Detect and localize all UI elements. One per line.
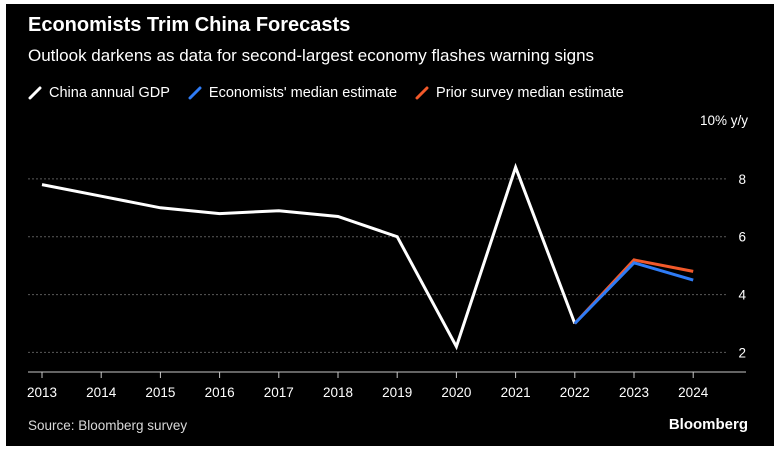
y-axis-label: 10% y/y [700,113,748,128]
x-tick-label: 2013 [27,385,57,400]
x-tick-label: 2019 [382,385,412,400]
x-tick-label: 2014 [86,385,117,400]
legend-swatch-median [188,86,202,100]
legend-item-prior: Prior survey median estimate [415,85,624,101]
x-tick-label: 2015 [145,385,175,400]
legend-swatch-gdp [28,86,42,100]
y-tick-label: 6 [738,230,746,245]
legend: China annual GDP Economists' median esti… [28,82,624,104]
chart-title: Economists Trim China Forecasts [28,14,351,36]
x-tick-label: 2022 [560,385,590,400]
x-tick-label: 2018 [323,385,353,400]
series-line-prior-survey-median-estimate [573,258,694,325]
series-line-china-annual-gdp [41,162,577,351]
x-tick-label: 2021 [501,385,531,400]
legend-label-gdp: China annual GDP [49,85,170,101]
x-tick-label: 2020 [441,385,471,400]
legend-label-prior: Prior survey median estimate [436,85,624,101]
legend-item-median: Economists' median estimate [188,85,397,101]
y-tick-label: 8 [738,172,746,187]
series-line-economists-median-estimate [573,261,694,325]
legend-item-gdp: China annual GDP [28,85,170,101]
line-chart: 2 4 6 8 10% y/y 2013 2014 2015 2016 2017 2018 2019 2… [27,113,748,400]
legend-label-median: Economists' median estimate [208,85,398,101]
x-tick-label: 2017 [264,385,294,400]
source-note: Source: Bloomberg survey [28,418,188,433]
chart-frame: Economists Trim China Forecasts Outlook … [6,4,774,446]
brand-logo: Bloomberg [668,416,748,433]
legend-swatch-prior [415,86,429,100]
chart-subtitle: Outlook darkens as data for second-large… [28,46,595,65]
x-tick-label: 2016 [205,385,235,400]
x-tick-label: 2023 [619,385,649,400]
x-tick-label: 2024 [678,385,709,400]
y-tick-label: 4 [738,288,746,303]
y-tick-label: 2 [738,345,746,360]
